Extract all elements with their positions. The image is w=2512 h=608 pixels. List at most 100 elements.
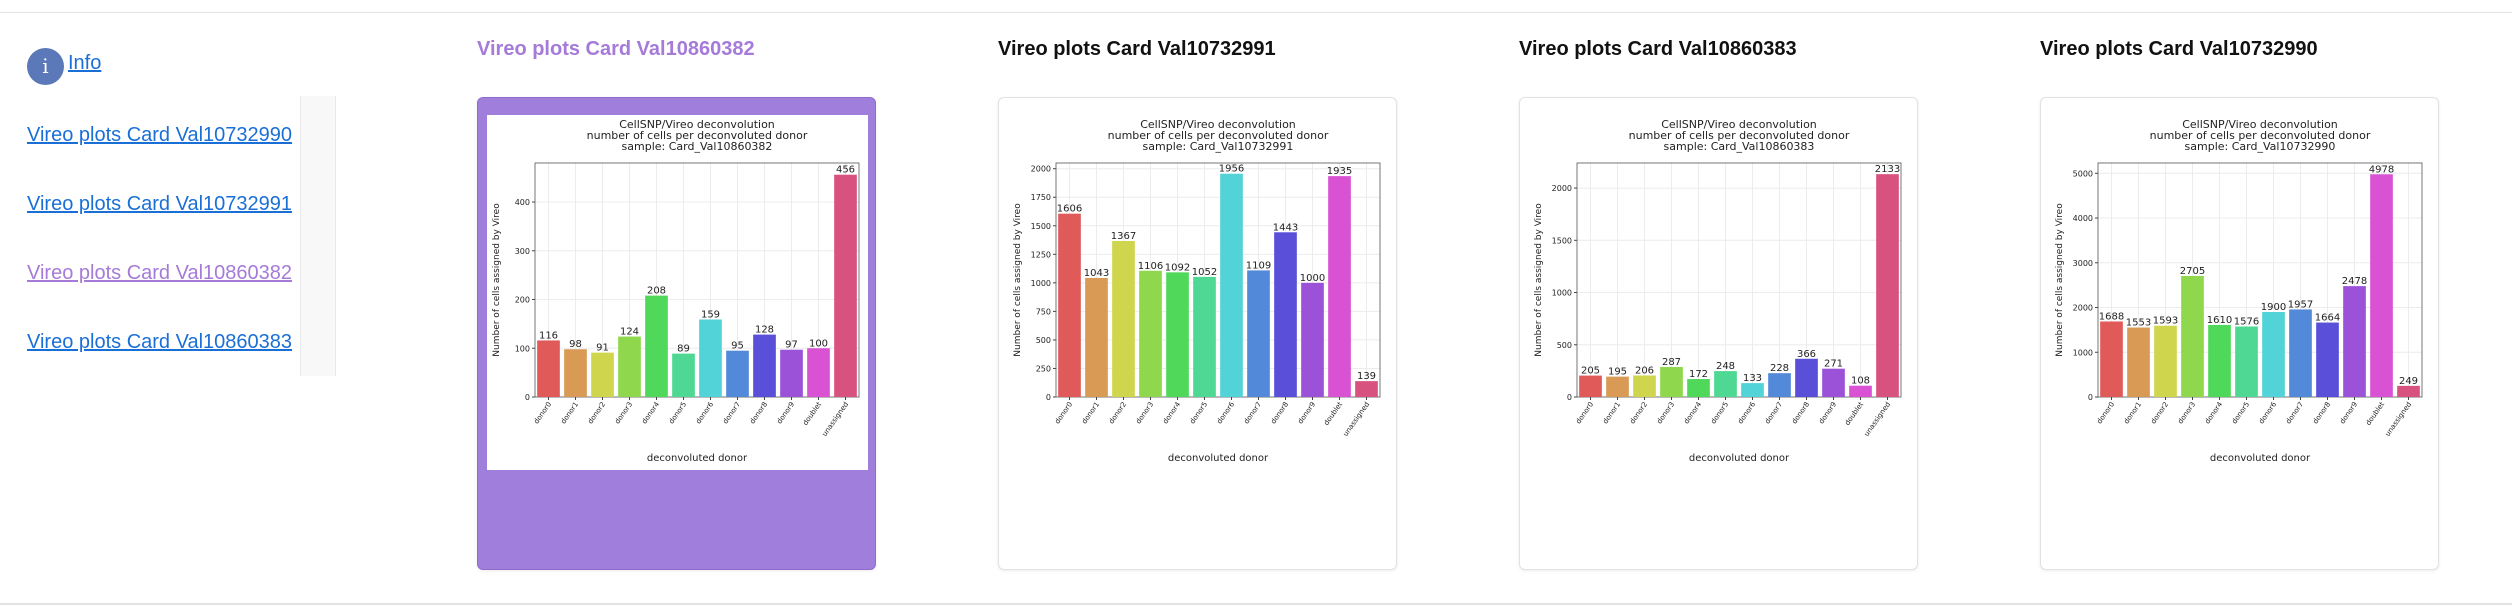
value-label: 97 [785, 340, 798, 351]
value-label: 108 [1851, 376, 1870, 387]
bar [2262, 311, 2285, 397]
x-tick-label: donor9 [2338, 401, 2359, 426]
nav-link[interactable]: Vireo plots Card Val10732990 [27, 124, 292, 146]
nav-link[interactable]: Vireo plots Card Val10860382 [27, 262, 292, 284]
bar [1355, 381, 1378, 397]
x-tick-label: donor5 [1188, 401, 1209, 426]
x-axis-label: deconvoluted donor [1689, 453, 1790, 464]
value-label: 128 [755, 325, 774, 336]
x-tick-label: unassigned [1863, 401, 1893, 438]
y-tick-label: 1250 [1031, 250, 1051, 259]
bar [2343, 286, 2366, 397]
bar [2235, 326, 2258, 397]
bar [618, 336, 641, 397]
bar [2370, 174, 2393, 397]
info-link[interactable]: Info [68, 52, 102, 74]
value-label: 1593 [2153, 316, 2178, 327]
value-label: 1688 [2099, 311, 2124, 322]
bar [1687, 379, 1710, 397]
nav-link[interactable]: Vireo plots Card Val10860383 [27, 331, 292, 353]
value-label: 1052 [1192, 267, 1217, 278]
bar [1876, 174, 1899, 397]
value-label: 124 [620, 327, 639, 338]
y-tick-label: 200 [515, 296, 530, 305]
x-tick-label: donor6 [694, 400, 715, 425]
y-tick-label: 1750 [1031, 193, 1051, 202]
x-axis-label: deconvoluted donor [1168, 453, 1269, 464]
bar [1795, 358, 1818, 397]
bar [1139, 270, 1162, 397]
bar [2154, 325, 2177, 397]
bar [2289, 309, 2312, 397]
divider [0, 12, 2512, 13]
value-label: 1043 [1084, 268, 1109, 279]
value-label: 133 [1743, 373, 1762, 384]
bar [1301, 282, 1324, 397]
value-label: 248 [1716, 361, 1735, 372]
sidebar-scroll [300, 96, 336, 376]
y-tick-label: 500 [1557, 341, 1572, 350]
y-axis-label: Number of cells assigned by Vireo [1534, 203, 1544, 357]
x-tick-label: donor2 [2149, 401, 2170, 426]
bar [1579, 375, 1602, 397]
x-tick-label: donor1 [559, 401, 580, 426]
x-axis-label: deconvoluted donor [647, 453, 748, 464]
plot-frame [1576, 162, 1902, 398]
card[interactable]: CellSNP/Vireo deconvolution number of cel… [477, 97, 876, 570]
x-tick-label: donor8 [2311, 401, 2332, 426]
bar [1741, 383, 1764, 397]
x-tick-label: donor8 [748, 401, 769, 426]
card[interactable]: CellSNP/Vireo deconvolution number of cel… [998, 97, 1397, 570]
bar [591, 352, 614, 397]
x-tick-label: donor8 [1790, 401, 1811, 426]
x-tick-label: donor7 [721, 401, 742, 426]
value-label: 1106 [1138, 261, 1163, 272]
bar [1247, 270, 1270, 397]
card[interactable]: CellSNP/Vireo deconvolution number of cel… [1519, 97, 1918, 570]
bar [645, 295, 668, 397]
value-label: 95 [731, 341, 744, 352]
x-tick-label: doublet [1843, 400, 1865, 427]
x-tick-label: donor7 [1242, 401, 1263, 426]
bar [1220, 173, 1243, 397]
card[interactable]: CellSNP/Vireo deconvolution number of cel… [2040, 97, 2439, 570]
chart-title: CellSNP/Vireo deconvolution [2182, 118, 2338, 131]
x-tick-label: donor0 [532, 401, 553, 426]
y-tick-label: 250 [1036, 364, 1051, 373]
bar [753, 334, 776, 397]
x-tick-label: donor1 [1080, 401, 1101, 426]
x-tick-label: donor1 [2122, 401, 2143, 426]
x-tick-label: donor7 [2284, 401, 2305, 426]
x-tick-label: donor6 [2257, 400, 2278, 425]
y-tick-label: 5000 [2073, 169, 2093, 178]
value-label: 1367 [1111, 231, 1136, 242]
x-tick-label: donor9 [775, 401, 796, 426]
bar [537, 340, 560, 397]
value-label: 249 [2399, 376, 2418, 387]
y-axis-label: Number of cells assigned by Vireo [1013, 203, 1023, 357]
chart-title: number of cells per deconvoluted donor [1108, 129, 1329, 142]
y-tick-label: 2000 [1031, 165, 1051, 174]
value-label: 2478 [2342, 276, 2367, 287]
y-tick-label: 3000 [2073, 259, 2093, 268]
x-tick-label: donor6 [1215, 400, 1236, 425]
x-tick-label: donor0 [1574, 401, 1595, 426]
y-tick-label: 1000 [2073, 348, 2093, 357]
value-label: 456 [836, 165, 855, 176]
value-label: 1606 [1057, 204, 1082, 215]
chart-title: number of cells per deconvoluted donor [2150, 129, 2371, 142]
chart-title: CellSNP/Vireo deconvolution [619, 118, 775, 131]
value-label: 1576 [2234, 316, 2259, 327]
bar [1849, 385, 1872, 397]
y-tick-label: 1500 [1031, 222, 1051, 231]
bar [1085, 277, 1108, 397]
nav-link[interactable]: Vireo plots Card Val10732991 [27, 193, 292, 215]
x-tick-label: unassigned [2384, 401, 2414, 438]
x-tick-label: donor0 [2095, 401, 2116, 426]
value-label: 91 [596, 343, 609, 354]
x-axis-label: deconvoluted donor [2210, 453, 2311, 464]
card-title: Vireo plots Card Val10860383 [1519, 38, 1797, 60]
bar [2181, 275, 2204, 397]
x-tick-label: donor5 [1709, 401, 1730, 426]
